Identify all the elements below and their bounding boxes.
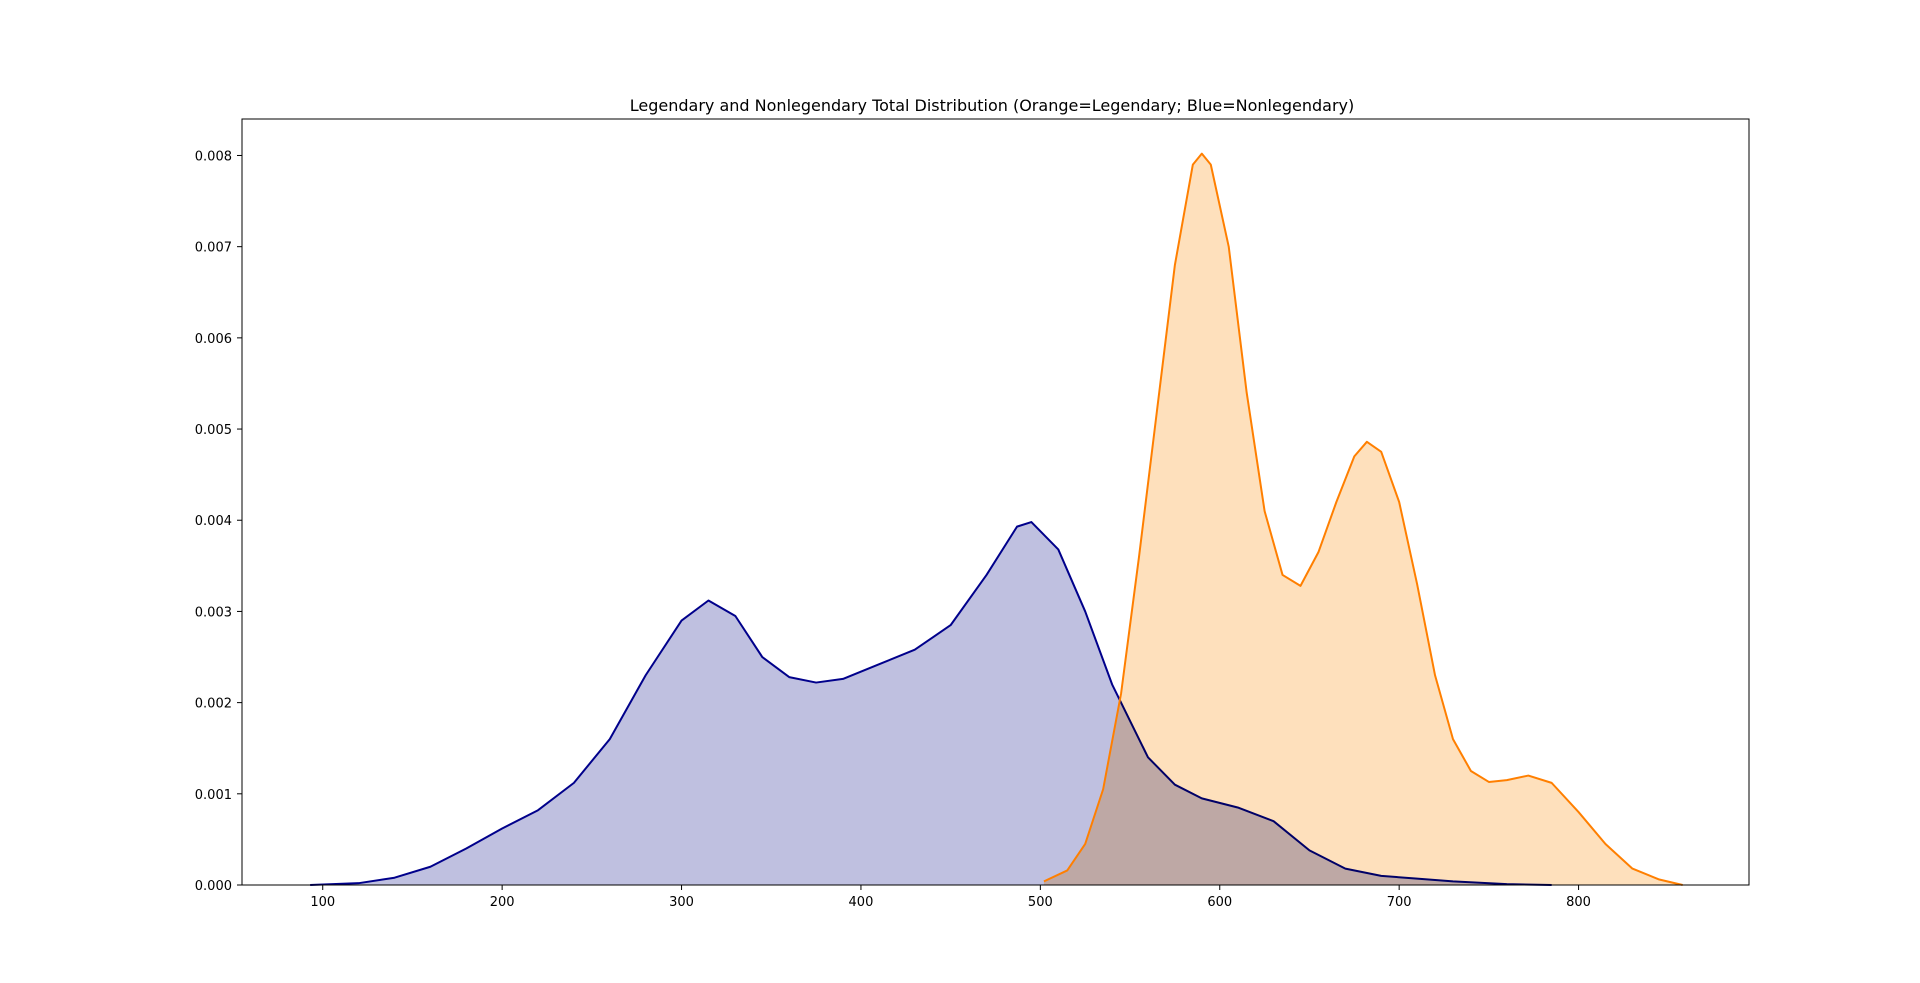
y-tick-label: 0.001	[195, 788, 232, 803]
x-tick-label: 600	[1207, 895, 1232, 910]
plot-frame	[241, 118, 1750, 886]
y-tick-label: 0.006	[195, 332, 232, 347]
series-1-fill	[1043, 153, 1683, 885]
x-tick-label: 200	[490, 895, 515, 910]
series-0-fill	[310, 522, 1552, 885]
x-tick-label: 100	[310, 895, 335, 910]
chart-title: Legendary and Nonlegendary Total Distrib…	[630, 96, 1354, 115]
y-tick-label: 0.002	[195, 697, 232, 712]
x-tick-label: 300	[669, 895, 694, 910]
y-tick-label: 0.003	[195, 605, 232, 620]
y-tick-label: 0.008	[195, 149, 232, 164]
y-tick-label: 0.000	[195, 879, 232, 894]
axes-layer: 100 200 300 400 500 600 700 800 0.000 0.001 0.002 0…	[195, 118, 1750, 910]
x-tick-label: 700	[1387, 895, 1412, 910]
y-tick-label: 0.007	[195, 241, 232, 256]
x-tick-label: 500	[1028, 895, 1053, 910]
series-1-line	[1043, 152, 1683, 886]
series-layer	[310, 152, 1683, 886]
x-tick-label: 800	[1566, 895, 1591, 910]
x-tick-label: 400	[849, 895, 874, 910]
y-tick-label: 0.005	[195, 423, 232, 438]
y-tick-label: 0.004	[195, 514, 232, 529]
